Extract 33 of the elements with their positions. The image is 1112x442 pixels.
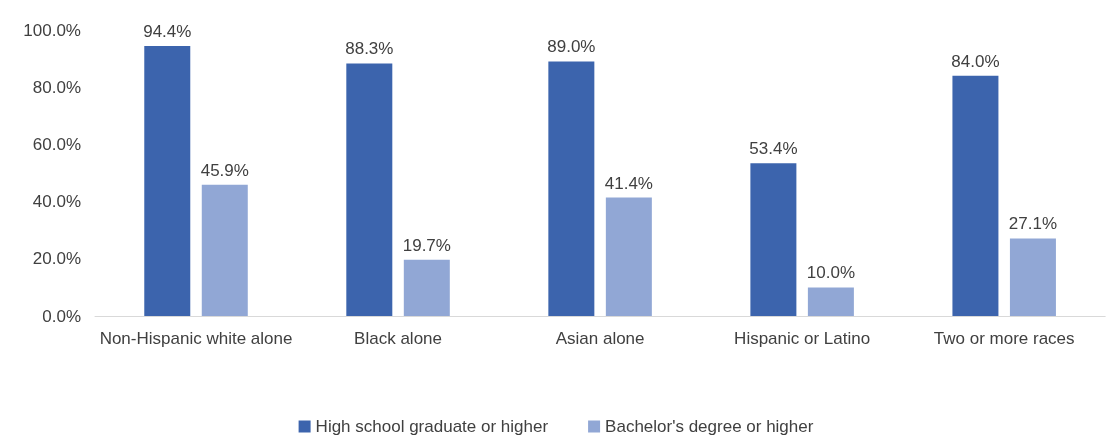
data-label: 53.4%	[749, 139, 798, 159]
legend-label: Bachelor's degree or higher	[605, 417, 814, 436]
x-tick-label: Non-Hispanic white alone	[99, 328, 293, 348]
x-tick-label: Two or more races	[933, 328, 1075, 348]
bar	[952, 75, 999, 316]
data-label: 27.1%	[1008, 214, 1058, 234]
x-tick-label: Hispanic or Latino	[734, 328, 871, 348]
x-tick-label: Asian alone	[555, 328, 645, 348]
data-label: 10.0%	[806, 263, 855, 283]
data-label: 84.0%	[951, 51, 1000, 71]
data-label: 41.4%	[604, 173, 653, 193]
data-label: 45.9%	[200, 160, 249, 180]
bar	[548, 61, 595, 316]
y-tick-label: 100.0%	[23, 20, 81, 40]
legend-label: High school graduate or higher	[315, 417, 549, 436]
bar	[605, 197, 652, 316]
bar	[144, 46, 191, 316]
data-label: 89.0%	[547, 37, 596, 57]
data-label: 88.3%	[345, 39, 394, 59]
bar	[201, 184, 248, 316]
bar	[807, 287, 854, 316]
y-tick-label: 40.0%	[32, 192, 81, 212]
y-tick-label: 20.0%	[32, 249, 81, 269]
y-tick-label: 0.0%	[42, 306, 81, 326]
bar	[750, 163, 797, 316]
bar	[1009, 238, 1056, 316]
y-tick-label: 80.0%	[32, 77, 81, 97]
data-label: 94.4%	[143, 22, 192, 42]
bar	[403, 259, 450, 316]
x-tick-label: Black alone	[354, 328, 443, 348]
data-label: 19.7%	[402, 235, 451, 255]
bar	[346, 63, 393, 316]
y-tick-label: 60.0%	[32, 134, 81, 154]
